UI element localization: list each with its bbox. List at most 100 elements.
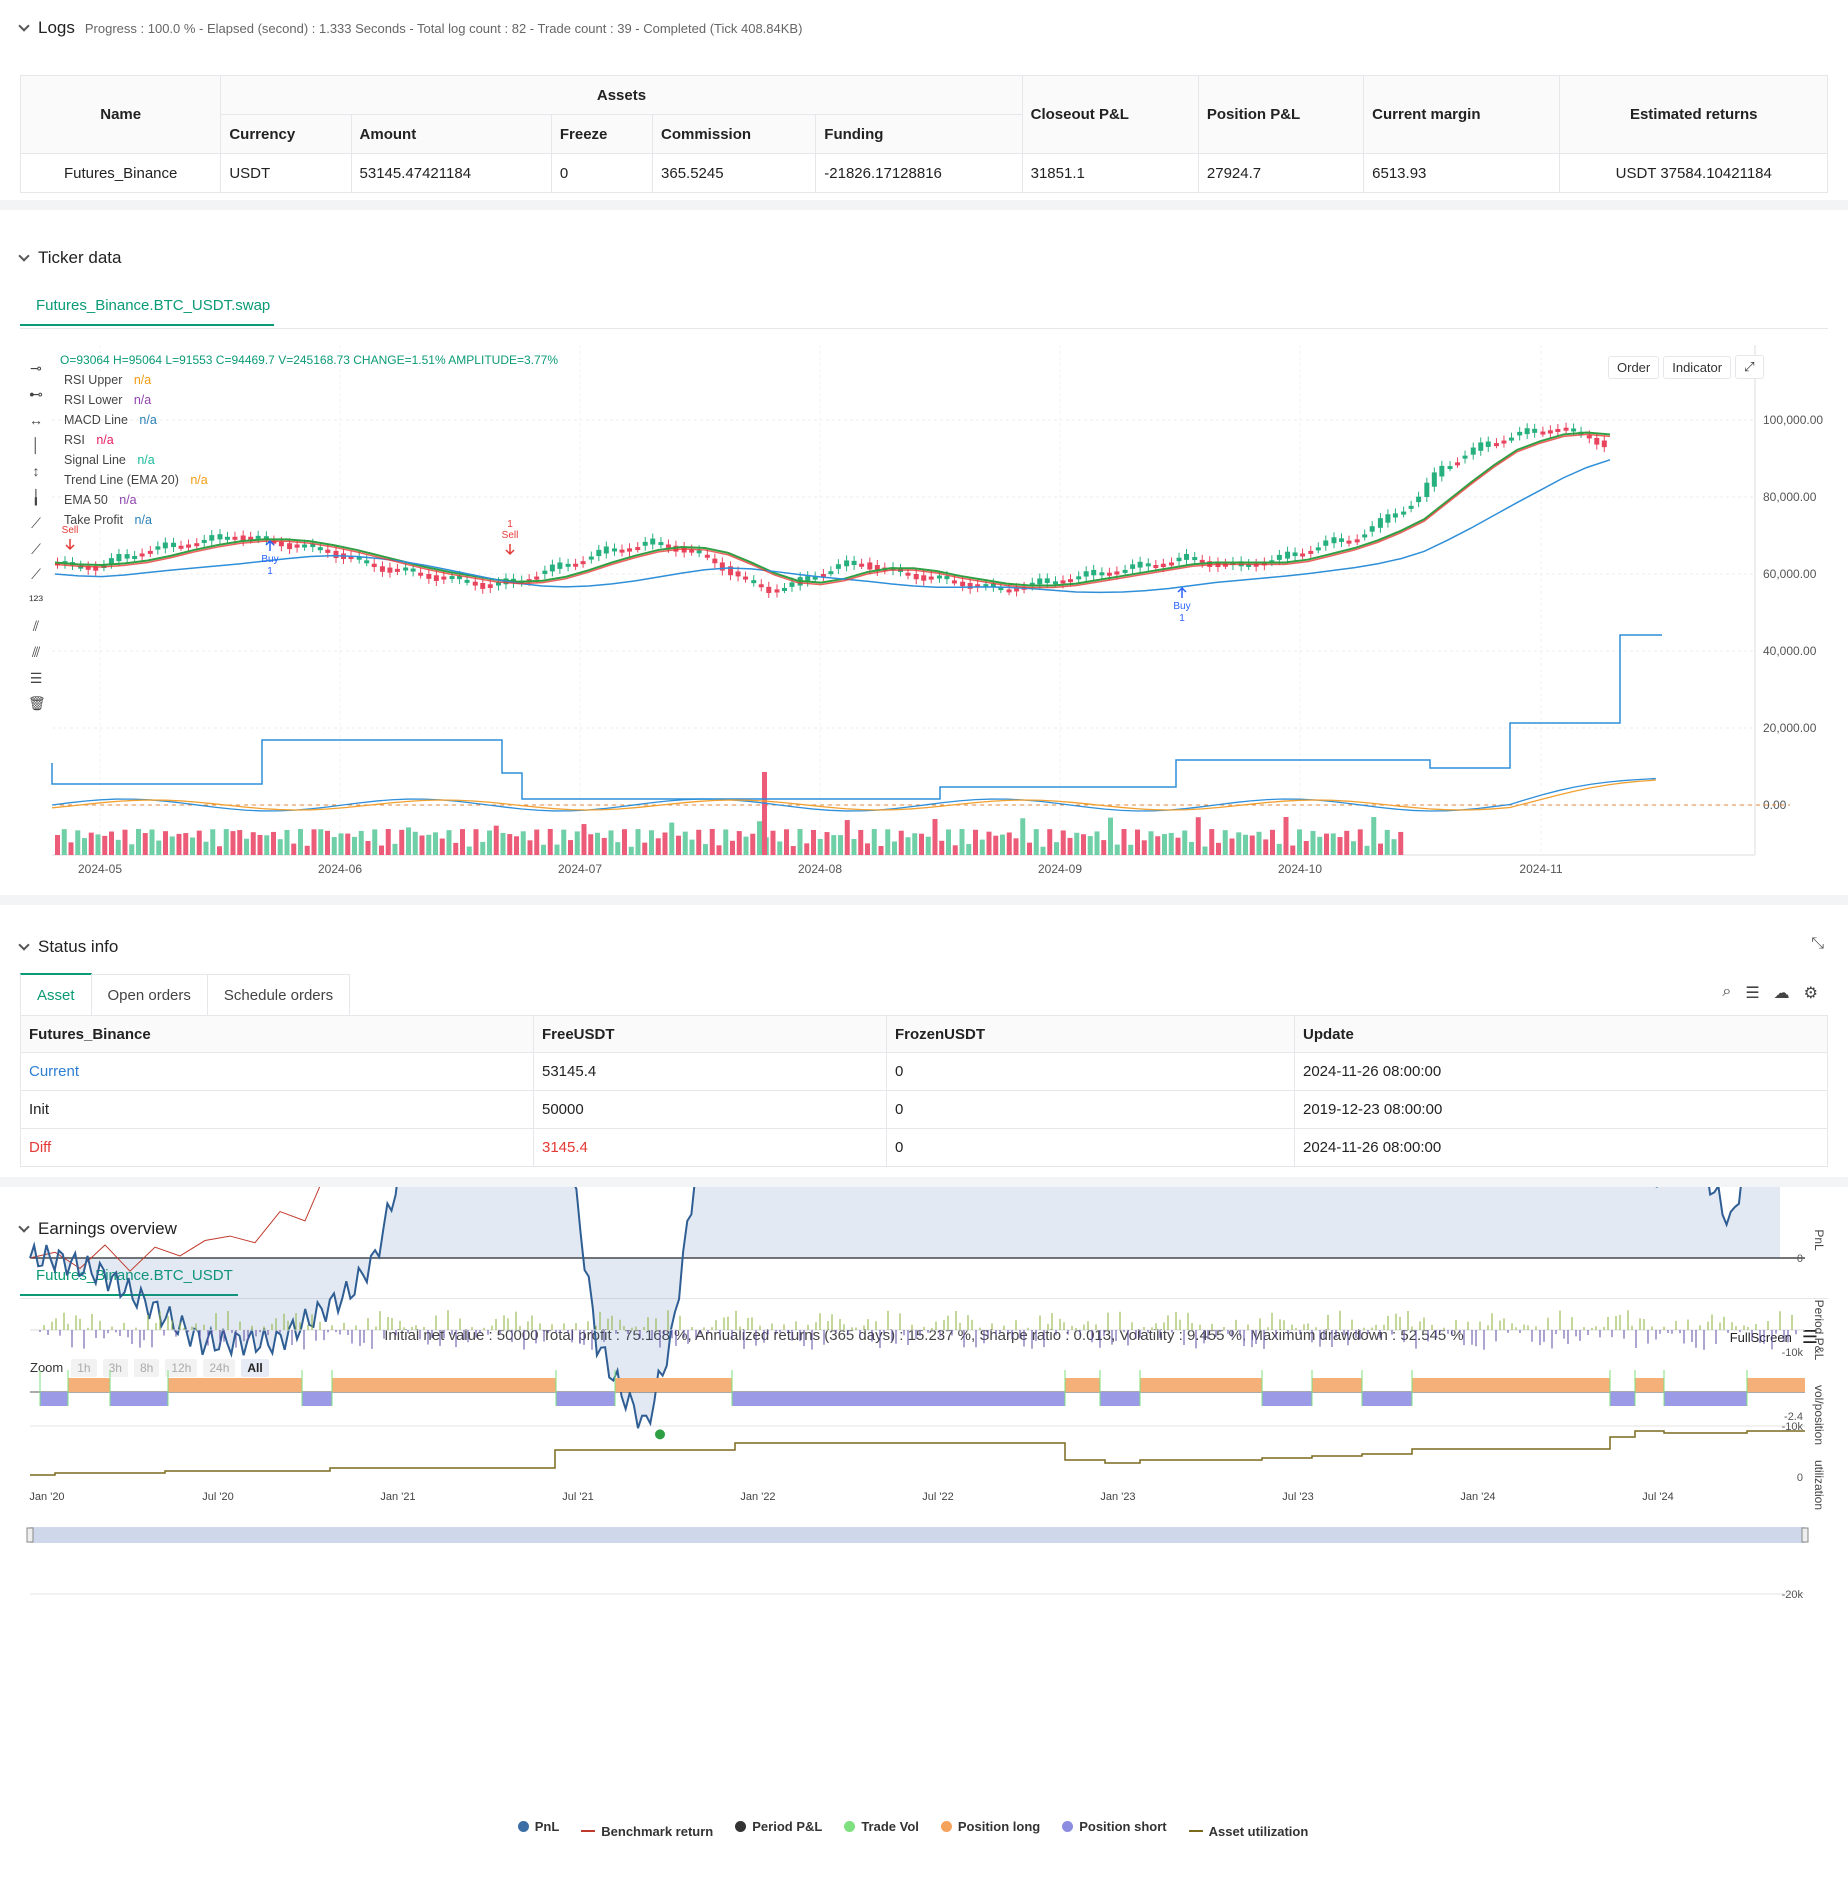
- horizontal-line-icon[interactable]: ⊸: [30, 360, 42, 376]
- indicator-item[interactable]: RSI Lower n/a: [64, 390, 208, 410]
- legend-item[interactable]: Period P&L: [735, 1819, 822, 1834]
- legend-item[interactable]: Benchmark return: [581, 1824, 713, 1839]
- multi-line-icon[interactable]: ⫻: [31, 643, 41, 660]
- volume-bar: [1108, 817, 1113, 855]
- candle: [271, 540, 277, 544]
- cell-frozen: 0: [886, 1128, 1295, 1167]
- volume-bar: [608, 830, 614, 855]
- ray-line-icon[interactable]: ⟋: [31, 540, 41, 557]
- horizontal-ray-icon[interactable]: ⊷: [29, 385, 43, 402]
- indicator-item[interactable]: Take Profit n/a: [64, 510, 208, 530]
- candle: [1547, 430, 1553, 434]
- fullscreen-button[interactable]: FullScreen: [1729, 1330, 1792, 1345]
- date-tick-label: 2024-07: [558, 862, 602, 876]
- indicator-item[interactable]: MACD Line n/a: [64, 410, 208, 430]
- ticker-header[interactable]: Ticker data: [18, 248, 121, 268]
- legend-item[interactable]: Asset utilization: [1188, 1824, 1308, 1839]
- buy-arrow-icon: [1177, 586, 1187, 598]
- date-tick-label: Jan '20: [29, 1491, 64, 1503]
- position-short-bar: [1362, 1392, 1412, 1406]
- vertical-segment-icon[interactable]: ↕: [32, 463, 40, 480]
- candle: [325, 549, 331, 553]
- segment-line-icon[interactable]: ⟋: [31, 566, 41, 583]
- cloud-download-icon[interactable]: ☁: [1773, 985, 1790, 1002]
- vertical-ray-icon[interactable]: ╽: [31, 489, 41, 505]
- volume-bar: [1121, 829, 1127, 855]
- expand-icon[interactable]: ⤢: [1735, 355, 1764, 379]
- logs-header[interactable]: Logs Progress : 100.0 % - Elapsed (secon…: [18, 18, 802, 38]
- volume-bar: [95, 834, 101, 855]
- candle: [171, 542, 177, 548]
- legend-item[interactable]: Trade Vol: [844, 1819, 919, 1834]
- tab-asset[interactable]: Asset: [20, 973, 92, 1015]
- legend-item[interactable]: PnL: [517, 1819, 559, 1834]
- chevron-down-icon[interactable]: [18, 939, 30, 951]
- indicator-item[interactable]: Trend Line (EMA 20) n/a: [64, 470, 208, 490]
- indicator-name: MACD Line: [64, 413, 128, 427]
- zoom-12h[interactable]: 12h: [165, 1359, 198, 1377]
- volume-bar: [1256, 831, 1262, 855]
- zoom-all[interactable]: All: [241, 1359, 269, 1377]
- legend-item[interactable]: Position long: [940, 1819, 1040, 1834]
- zoom-3h[interactable]: 3h: [102, 1359, 128, 1377]
- volume-bar: [1182, 830, 1188, 855]
- ticker-chart[interactable]: 0.0020,000.0040,000.0060,000.0080,000.00…: [0, 210, 1848, 895]
- zoom-1h[interactable]: 1h: [71, 1359, 97, 1377]
- volume-bar: [460, 829, 465, 855]
- order-button[interactable]: Order: [1608, 355, 1660, 379]
- trend-line-icon[interactable]: ⟋: [31, 514, 41, 531]
- indicator-item[interactable]: RSI Upper n/a: [64, 370, 208, 390]
- price-label-icon[interactable]: ¹²³: [29, 592, 43, 609]
- volume-bar: [379, 845, 384, 855]
- horizontal-segment-icon[interactable]: ↔: [29, 411, 43, 428]
- position-long-bar: [1747, 1378, 1805, 1392]
- vertical-line-icon[interactable]: │: [31, 437, 41, 454]
- fib-icon[interactable]: ☰: [29, 669, 43, 686]
- zoom-24h[interactable]: 24h: [203, 1359, 236, 1377]
- collapse-icon[interactable]: ⤡: [1811, 935, 1824, 952]
- table-row: Diff 3145.4 0 2024-11-26 08:00:00: [20, 1128, 1828, 1167]
- search-icon[interactable]: ⌕: [1722, 983, 1732, 1000]
- candle: [844, 560, 850, 567]
- candle: [944, 576, 950, 580]
- candle: [1315, 547, 1321, 551]
- candle: [1044, 578, 1050, 583]
- chevron-down-icon[interactable]: [18, 20, 30, 32]
- earnings-header[interactable]: Earnings overview: [18, 1219, 177, 1239]
- parallel-channel-icon[interactable]: ⫽: [32, 618, 40, 634]
- candle: [240, 535, 246, 541]
- status-header[interactable]: Status info: [18, 937, 118, 957]
- zoom-8h[interactable]: 8h: [133, 1359, 160, 1377]
- sell-marker-label: Sell: [62, 525, 79, 536]
- list-icon[interactable]: ☰: [1745, 985, 1760, 1002]
- cell-free: 50000: [533, 1090, 887, 1129]
- legend-marker: [1188, 1830, 1203, 1832]
- volume-bar: [871, 829, 877, 855]
- tab-ticker-symbol[interactable]: Futures_Binance.BTC_USDT.swap: [20, 286, 274, 326]
- candle: [426, 574, 432, 579]
- volume-bar: [534, 829, 540, 855]
- indicator-item[interactable]: EMA 50 n/a: [64, 490, 208, 510]
- pnl-area: [30, 1187, 1780, 1429]
- volume-bar: [1195, 817, 1201, 855]
- indicator-item[interactable]: Signal Line n/a: [64, 450, 208, 470]
- indicator-button[interactable]: Indicator: [1663, 355, 1732, 379]
- volume-bar: [520, 831, 526, 855]
- price-tick-label: 80,000.00: [1763, 490, 1817, 504]
- indicator-legend: RSI Upper n/a RSI Lower n/a MACD Line n/a R…: [64, 370, 208, 530]
- candle: [1014, 588, 1020, 592]
- tab-earnings-symbol[interactable]: Futures_Binance.BTC_USDT: [20, 1256, 238, 1296]
- tab-open-orders[interactable]: Open orders: [90, 974, 208, 1016]
- date-tick-label: Jul '23: [1282, 1491, 1313, 1503]
- menu-icon[interactable]: ☰: [1801, 1327, 1818, 1347]
- candle: [998, 587, 1004, 591]
- tab-schedule-orders[interactable]: Schedule orders: [206, 974, 351, 1016]
- trash-icon[interactable]: 🗑: [28, 695, 46, 712]
- marker-qty: 1: [267, 566, 273, 577]
- position-long-bar: [1312, 1378, 1362, 1392]
- legend-item[interactable]: Position short: [1062, 1819, 1167, 1834]
- gear-icon[interactable]: ⚙: [1803, 985, 1818, 1002]
- candle: [1493, 443, 1499, 447]
- indicator-item[interactable]: RSI n/a: [64, 430, 208, 450]
